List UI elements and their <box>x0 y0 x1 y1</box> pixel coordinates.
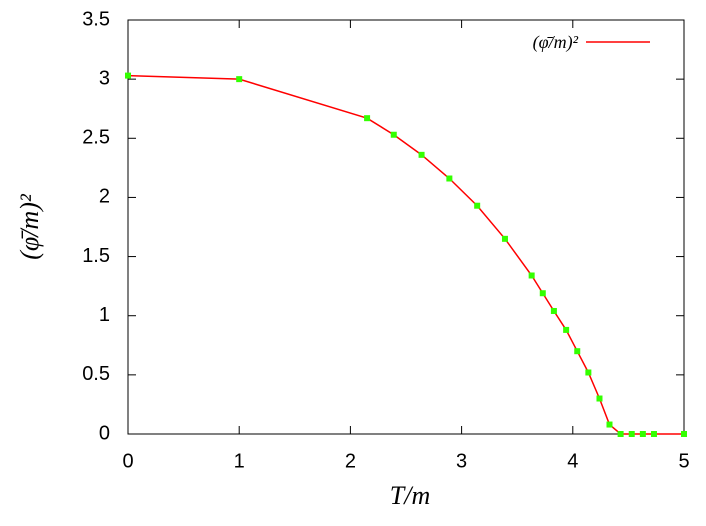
data-point <box>539 290 546 297</box>
data-point <box>606 421 613 428</box>
data-point <box>125 72 131 79</box>
data-point <box>474 202 481 209</box>
data-point <box>574 348 581 355</box>
y-tick-label: 1 <box>99 304 110 326</box>
data-point <box>617 431 624 437</box>
data-point <box>364 115 371 122</box>
y-tick-label: 2 <box>99 186 110 208</box>
data-point <box>550 307 557 314</box>
data-point <box>585 369 592 376</box>
data-point <box>390 131 397 138</box>
x-tick-label: 5 <box>678 450 689 472</box>
x-axis-title: T/m <box>390 481 430 510</box>
x-tick-label: 2 <box>345 450 356 472</box>
data-point <box>528 272 535 279</box>
data-point <box>236 76 243 83</box>
data-point <box>563 326 570 333</box>
data-point <box>650 431 657 437</box>
x-tick-label: 4 <box>567 450 578 472</box>
data-point <box>639 431 646 437</box>
x-tick-label: 0 <box>122 450 133 472</box>
data-point <box>418 151 425 158</box>
legend-label: (φ̄/m)² <box>533 32 579 53</box>
x-tick-label: 3 <box>456 450 467 472</box>
plot-frame <box>127 19 685 435</box>
data-point <box>596 395 603 402</box>
data-line <box>127 74 684 435</box>
data-point <box>501 235 508 242</box>
y-tick-label: 2.5 <box>82 127 110 149</box>
data-point <box>446 175 453 182</box>
y-tick-label: 3 <box>99 67 110 89</box>
y-tick-label: 1.5 <box>82 245 110 267</box>
y-tick-label: 0 <box>99 422 110 444</box>
y-tick-label: 0.5 <box>82 363 110 385</box>
y-axis-title: (φ̄/m)² <box>15 193 44 260</box>
x-tick-label: 1 <box>234 450 245 472</box>
y-tick-label: 3.5 <box>82 8 110 30</box>
data-point <box>681 431 687 437</box>
data-point <box>628 431 635 437</box>
